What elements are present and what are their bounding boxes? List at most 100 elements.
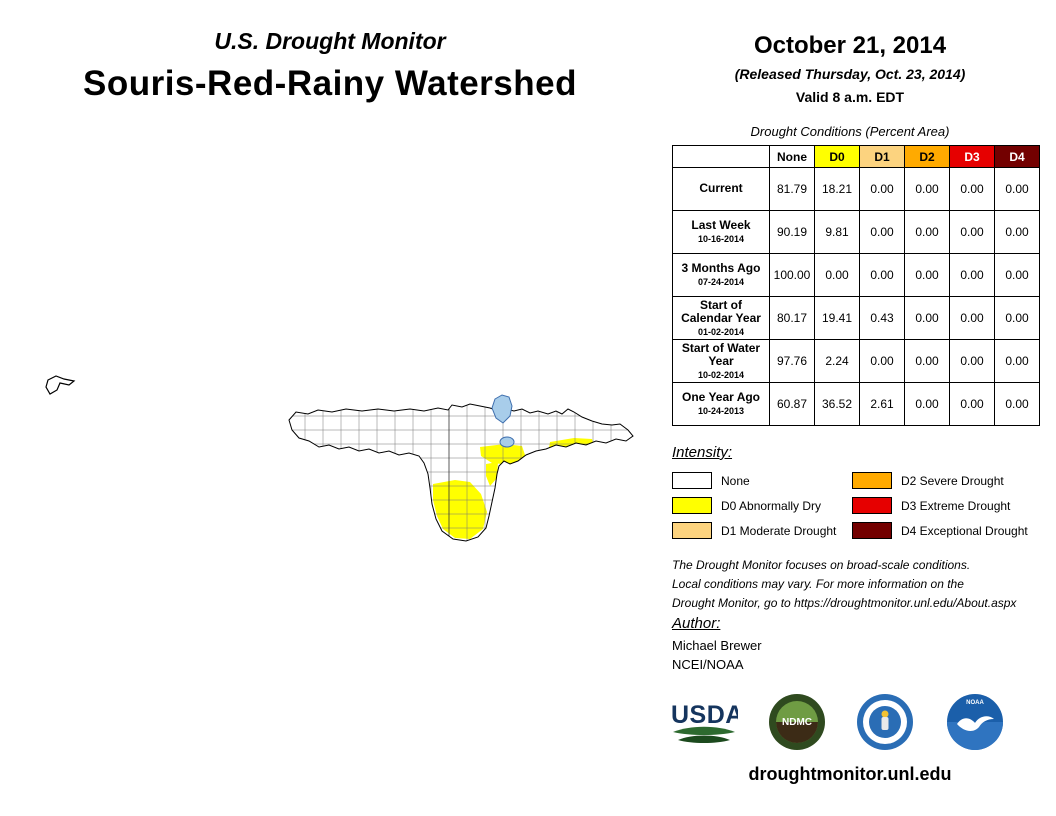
legend-swatch-d2 <box>852 472 892 489</box>
watershed-body <box>289 404 633 541</box>
table-title: Drought Conditions (Percent Area) <box>750 124 950 139</box>
author-name: Michael Brewer <box>672 638 762 653</box>
column-header-d3: D3 <box>949 145 995 168</box>
cell-value: 90.19 <box>769 210 815 254</box>
row-label-date: 10-02-2014 <box>697 370 745 381</box>
legend-label: D3 Extreme Drought <box>901 498 1011 513</box>
column-header-d1: D1 <box>859 145 905 168</box>
legend-label: D1 Moderate Drought <box>721 523 837 538</box>
row-label-text: 3 Months Ago <box>681 261 761 276</box>
usda-swoosh-upper <box>673 726 735 735</box>
noaa-logo: NOAA <box>947 694 1003 750</box>
drought-conditions-table: None D0 D1 D2 D3 D4 Current 81.79 18.21 … <box>672 145 1040 426</box>
cell-value: 0.00 <box>949 296 995 340</box>
region-title: Souris-Red-Rainy Watershed <box>82 64 577 103</box>
legend-swatch-d3 <box>852 497 892 514</box>
row-label-date: 10-24-2013 <box>697 406 745 417</box>
cell-value: 0.00 <box>859 339 905 383</box>
legend-swatch-none <box>672 472 712 489</box>
row-label-date: 07-24-2014 <box>697 277 745 288</box>
cell-value: 0.00 <box>994 339 1040 383</box>
d0-area-south-lobe <box>433 480 487 539</box>
cell-value: 0.00 <box>814 253 860 297</box>
cell-value: 0.00 <box>904 253 950 297</box>
column-header-d4: D4 <box>994 145 1040 168</box>
cell-value: 0.00 <box>859 210 905 254</box>
ndmc-logo-text: NDMC <box>782 717 812 728</box>
cell-value: 0.00 <box>904 339 950 383</box>
row-label-date: 10-16-2014 <box>697 234 745 245</box>
usda-logo: USDA <box>671 701 738 743</box>
cell-value: 0.00 <box>904 296 950 340</box>
table-row-current: Current 81.79 18.21 0.00 0.00 0.00 0.00 <box>672 167 1040 211</box>
legend-item-d4: D4 Exceptional Drought <box>852 518 1028 543</box>
watershed-map <box>45 375 634 542</box>
disclaimer-line: The Drought Monitor focuses on broad-sca… <box>672 558 971 572</box>
cell-value: 80.17 <box>769 296 815 340</box>
legend-swatch-d0 <box>672 497 712 514</box>
legend-label: D2 Severe Drought <box>901 473 1004 488</box>
watershed-outline <box>288 403 634 542</box>
row-label: Current <box>672 167 770 211</box>
cell-value: 0.00 <box>949 382 995 426</box>
cell-value: 0.00 <box>859 253 905 297</box>
legend-swatch-d1 <box>672 522 712 539</box>
cell-value: 0.00 <box>904 382 950 426</box>
legend-item-d0: D0 Abnormally Dry <box>672 493 836 518</box>
row-label: 3 Months Ago 07-24-2014 <box>672 253 770 297</box>
noaa-logo-text: NOAA <box>966 700 984 706</box>
disclaimer-line: Local conditions may vary. For more info… <box>672 577 964 591</box>
table-row-start-calendar-year: Start of Calendar Year 01-02-2014 80.17 … <box>672 296 1040 340</box>
intensity-legend-right: D2 Severe Drought D3 Extreme Drought D4 … <box>852 468 1028 543</box>
legend-item-none: None <box>672 468 836 493</box>
row-label-text: Start of Water Year <box>681 340 761 369</box>
table-header-row: None D0 D1 D2 D3 D4 <box>672 145 1040 168</box>
legend-item-d3: D3 Extreme Drought <box>852 493 1028 518</box>
usda-logo-text: USDA <box>671 701 738 729</box>
commerce-seal <box>857 694 913 750</box>
cell-value: 0.00 <box>994 382 1040 426</box>
water-body-north <box>491 394 513 424</box>
cell-value: 0.43 <box>859 296 905 340</box>
row-label-text: Current <box>699 180 743 195</box>
disclaimer-line: Drought Monitor, go to https://droughtmo… <box>672 596 1017 610</box>
cell-value: 0.00 <box>904 210 950 254</box>
legend-item-d1: D1 Moderate Drought <box>672 518 836 543</box>
cell-value: 81.79 <box>769 167 815 211</box>
ndmc-soil-half <box>776 722 818 743</box>
cell-value: 0.00 <box>904 167 950 211</box>
report-date: October 21, 2014 <box>753 32 947 59</box>
table-row-last-week: Last Week 10-16-2014 90.19 9.81 0.00 0.0… <box>672 210 1040 254</box>
footer-url: droughtmonitor.unl.edu <box>748 764 952 784</box>
valid-time: Valid 8 a.m. EDT <box>795 89 905 105</box>
cell-value: 0.00 <box>949 167 995 211</box>
cell-value: 19.41 <box>814 296 860 340</box>
author-organization: NCEI/NOAA <box>672 657 744 672</box>
cell-value: 100.00 <box>769 253 815 297</box>
legend-item-d2: D2 Severe Drought <box>852 468 1028 493</box>
cell-value: 0.00 <box>994 296 1040 340</box>
cell-value: 0.00 <box>949 210 995 254</box>
release-date: (Released Thursday, Oct. 23, 2014) <box>734 66 966 82</box>
usda-swoosh-lower <box>678 735 730 743</box>
western-basin-fragment <box>45 375 76 395</box>
row-label-text: One Year Ago <box>681 390 761 405</box>
cell-value: 97.76 <box>769 339 815 383</box>
commerce-torch-flame <box>881 710 889 718</box>
legend-swatch-d4 <box>852 522 892 539</box>
commerce-torch-column <box>881 717 889 730</box>
noaa-sea-half <box>947 722 1003 750</box>
cell-value: 0.00 <box>994 167 1040 211</box>
column-header-none: None <box>769 145 815 168</box>
table-row-one-year-ago: One Year Ago 10-24-2013 60.87 36.52 2.61… <box>672 382 1040 426</box>
row-label-date: 01-02-2014 <box>697 327 745 338</box>
disclaimer: The Drought Monitor focuses on broad-sca… <box>672 556 1016 613</box>
author-heading: Author: <box>672 615 721 632</box>
row-label: Start of Calendar Year 01-02-2014 <box>672 296 770 340</box>
intensity-legend-left: None D0 Abnormally Dry D1 Moderate Droug… <box>672 468 836 543</box>
legend-label: D4 Exceptional Drought <box>901 523 1028 538</box>
cell-value: 18.21 <box>814 167 860 211</box>
cell-value: 0.00 <box>994 253 1040 297</box>
ndmc-logo: NDMC <box>769 694 825 750</box>
